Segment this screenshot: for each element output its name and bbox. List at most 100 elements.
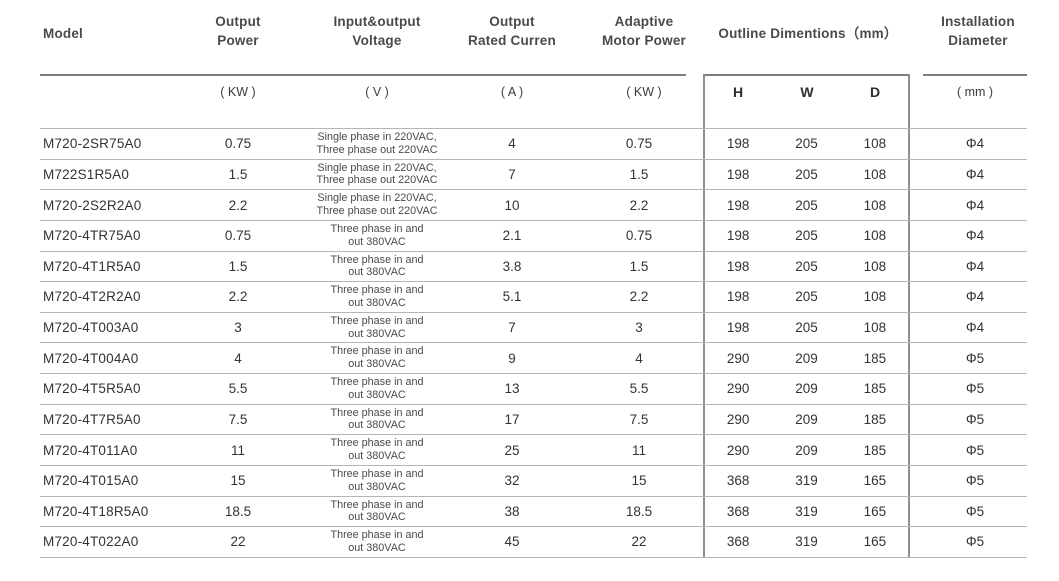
cell-dim-d: 185 [863,350,887,366]
cell-voltage: Three phase in and out 380VAC [330,529,424,554]
cell-rated-current: 7 [508,166,516,182]
cell-output-power: 0.75 [224,228,252,244]
unit-motor-power: ( KW ) [626,85,662,99]
cell-model: M720-2SR75A0 [43,136,142,152]
cell-rated-current: 9 [508,350,516,366]
subheader-dim-h: H [732,84,744,100]
cell-install-diameter: Φ4 [965,228,985,244]
cell-dim-d: 108 [863,197,887,213]
cell-dim-d: 108 [863,166,887,182]
cell-output-power: 1.5 [228,166,248,182]
column-header-motor-power: Adaptive Motor Power [602,14,686,48]
cell-dim-h: 290 [726,350,750,366]
cell-install-diameter: Φ4 [965,258,985,274]
subheader-dim-d: D [869,84,881,100]
column-header-model: Model [43,26,83,41]
cell-output-power: 11 [230,442,245,458]
cell-install-diameter: Φ5 [965,473,985,489]
cell-voltage: Three phase in and out 380VAC [330,253,424,279]
cell-install-diameter: Φ5 [965,503,985,519]
cell-install-diameter: Φ5 [965,350,985,366]
cell-output-power: 22 [230,534,246,550]
cell-install-diameter: Φ5 [965,381,985,397]
cell-dim-w: 205 [795,136,818,152]
cell-dim-d: 108 [863,289,887,305]
cell-model: M720-4TR75A0 [43,228,141,244]
cell-voltage: Three phase in and out 380VAC [330,437,424,463]
cell-dim-w: 209 [795,411,818,427]
header-rule-left [40,74,686,76]
table-row: M720-4T022A0 22 Three phase in and out 380… [40,527,1027,558]
cell-dim-h: 198 [726,320,750,336]
cell-voltage: Three phase in and out 380VAC [330,314,424,340]
cell-output-power: 1.5 [228,258,248,274]
cell-rated-current: 10 [504,197,520,213]
cell-rated-current: 32 [504,473,520,489]
table-body: M720-2SR75A0 0.75 Single phase in 220VAC, … [40,128,1027,558]
table-row: M720-4T5R5A0 5.5 Three phase in and out 38… [40,374,1027,405]
table-row: M720-4T18R5A0 18.5 Three phase in and out … [40,497,1027,528]
table-row: M720-4T004A0 4 Three phase in and out 380V… [40,343,1027,374]
cell-dim-w: 209 [795,381,818,397]
cell-motor-power: 7.5 [629,411,649,427]
unit-output-power: ( KW ) [220,85,256,99]
cell-install-diameter: Φ5 [965,411,985,427]
cell-dim-h: 198 [726,166,750,182]
cell-output-power: 3 [234,320,242,336]
cell-install-diameter: Φ4 [965,197,985,213]
cell-dim-w: 205 [795,197,818,213]
header-rule-installation [923,74,1027,76]
table-row: M720-4T011A0 11 Three phase in and out 380… [40,435,1027,466]
cell-dim-w: 209 [795,350,818,366]
table-row: M720-4T1R5A0 1.5 Three phase in and out 38… [40,252,1027,283]
table-row: M720-4TR75A0 0.75 Three phase in and out 3… [40,221,1027,252]
unit-io-voltage: ( V ) [365,85,389,99]
cell-model: M720-4T7R5A0 [43,411,141,427]
cell-motor-power: 11 [631,442,646,458]
unit-rated-current: ( A ) [500,85,524,99]
cell-install-diameter: Φ4 [965,166,985,182]
cell-dim-h: 198 [726,228,750,244]
cell-output-power: 18.5 [224,503,252,519]
cell-model: M720-4T015A0 [43,473,139,489]
cell-output-power: 5.5 [228,381,248,397]
cell-model: M720-4T2R2A0 [43,289,141,305]
cell-dim-h: 368 [726,473,750,489]
cell-output-power: 7.5 [228,411,248,427]
outline-box-left-border [703,74,705,557]
unit-installation-diameter: ( mm ) [956,85,994,99]
cell-motor-power: 5.5 [629,381,649,397]
cell-rated-current: 2.1 [502,228,522,244]
cell-output-power: 2.2 [228,289,248,305]
cell-motor-power: 18.5 [625,503,653,519]
table-row: M720-4T7R5A0 7.5 Three phase in and out 38… [40,405,1027,436]
cell-dim-w: 319 [795,503,818,519]
cell-dim-d: 108 [863,228,887,244]
outline-box-right-border [908,74,910,557]
cell-voltage: Three phase in and out 380VAC [330,406,424,432]
column-header-output-power: Output Power [215,14,261,48]
cell-model: M720-4T004A0 [43,350,139,366]
table-row: M720-2SR75A0 0.75 Single phase in 220VAC, … [40,129,1027,160]
cell-rated-current: 3.8 [502,258,522,274]
cell-install-diameter: Φ5 [965,442,985,458]
cell-dim-w: 205 [795,166,818,182]
cell-dim-h: 290 [726,442,750,458]
cell-model: M720-2S2R2A0 [43,197,142,213]
column-header-rated-current: Output Rated Curren [468,14,556,48]
cell-output-power: 0.75 [224,136,252,152]
cell-dim-w: 319 [795,473,818,489]
cell-motor-power: 3 [635,320,643,336]
cell-install-diameter: Φ4 [965,136,985,152]
cell-voltage: Three phase in and out 380VAC [330,222,424,248]
cell-dim-w: 205 [795,258,818,274]
cell-model: M720-4T1R5A0 [43,258,141,274]
cell-output-power: 4 [234,350,242,366]
cell-dim-h: 368 [726,503,750,519]
cell-motor-power: 15 [631,473,647,489]
cell-dim-w: 205 [795,320,818,336]
cell-rated-current: 25 [504,442,520,458]
cell-dim-d: 108 [863,136,887,152]
cell-dim-d: 165 [863,534,887,550]
cell-dim-h: 198 [726,197,750,213]
